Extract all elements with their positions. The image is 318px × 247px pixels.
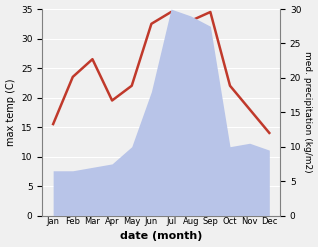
X-axis label: date (month): date (month): [120, 231, 203, 242]
Y-axis label: med. precipitation (kg/m2): med. precipitation (kg/m2): [303, 51, 313, 173]
Y-axis label: max temp (C): max temp (C): [5, 79, 16, 146]
